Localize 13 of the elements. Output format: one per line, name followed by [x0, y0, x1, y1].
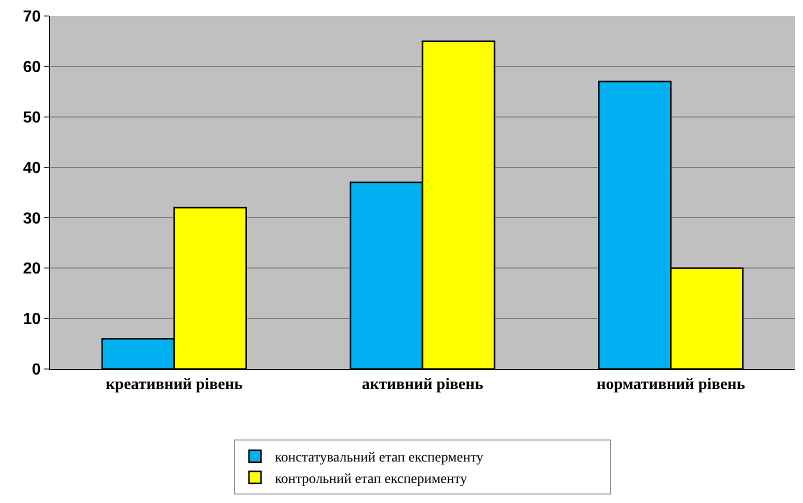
y-tick-label: 40	[23, 160, 41, 177]
y-tick-label: 50	[23, 109, 41, 126]
y-tick-label: 0	[32, 362, 41, 379]
y-tick-label: 30	[23, 210, 41, 228]
y-tick-label: 20	[23, 260, 41, 278]
x-tick-label: нормативний рівень	[596, 376, 746, 394]
x-tick-label: активний рівень	[362, 376, 484, 394]
x-tick-label: креативний рівень	[106, 376, 244, 394]
legend-label: контрольний етап експерименту	[275, 472, 468, 487]
y-tick-label: 60	[23, 59, 41, 76]
y-tick-label: 10	[23, 311, 41, 328]
legend-label: констатувальний етап експерменту	[275, 450, 484, 466]
y-tick-label: 70	[23, 8, 41, 26]
